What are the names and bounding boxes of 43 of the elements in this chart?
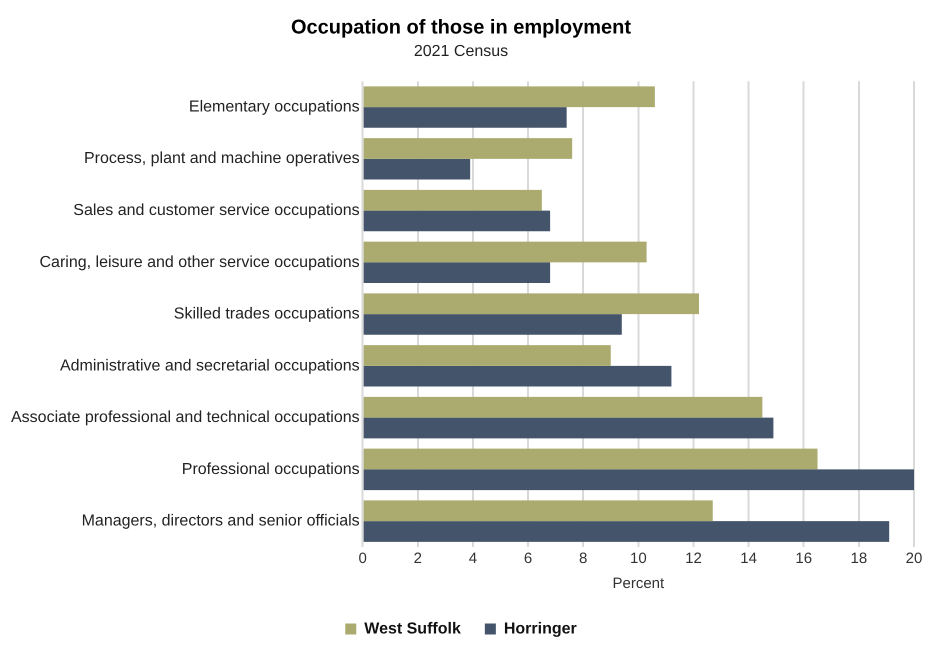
legend-label: West Suffolk xyxy=(364,620,461,638)
bar xyxy=(364,190,542,211)
bar xyxy=(364,448,818,470)
x-tick-label: 6 xyxy=(524,550,532,568)
bar xyxy=(364,469,914,490)
bar xyxy=(364,418,774,438)
x-tick-label: 20 xyxy=(906,550,922,568)
y-tick-label: Elementary occupations xyxy=(188,98,360,116)
y-tick-label: Associate professional and technical occupations xyxy=(11,409,360,426)
bar xyxy=(364,366,672,387)
bar xyxy=(364,158,470,180)
x-tick-label: 10 xyxy=(630,550,647,568)
x-tick-label: 16 xyxy=(795,550,812,568)
chart-subtitle: 2021 Census xyxy=(414,43,508,60)
bar xyxy=(364,86,655,108)
bar xyxy=(364,396,762,418)
y-tick-label: Caring, leisure and other service occupations xyxy=(39,254,360,271)
y-tick-label: Professional occupations xyxy=(182,460,360,478)
legend-label: Horringer xyxy=(504,620,577,638)
bar xyxy=(364,500,713,522)
bar xyxy=(364,521,890,542)
x-tick-label: 4 xyxy=(468,550,478,568)
y-tick-label: Sales and customer service occupations xyxy=(73,202,360,219)
x-axis-title: Percent xyxy=(612,575,666,592)
y-tick-label: Skilled trades occupations xyxy=(174,306,360,323)
x-tick-label: 12 xyxy=(685,550,702,568)
bar xyxy=(364,210,550,232)
x-tick-label: 0 xyxy=(358,550,367,568)
bar xyxy=(364,345,611,366)
x-tick-label: 14 xyxy=(740,550,757,568)
bar xyxy=(364,242,647,262)
x-tick-label: 2 xyxy=(414,550,422,568)
bar xyxy=(364,262,550,284)
bar xyxy=(364,314,622,335)
y-tick-label: Process, plant and machine operatives xyxy=(84,150,360,168)
bar xyxy=(364,293,699,314)
y-tick-label: Administrative and secretarial occupations xyxy=(60,357,360,374)
x-tick-label: 18 xyxy=(850,550,868,568)
chart-title: Occupation of those in employment xyxy=(290,16,632,39)
bar xyxy=(364,107,567,128)
x-tick-label: 8 xyxy=(579,550,588,568)
y-tick-label: Managers, directors and senior officials xyxy=(82,512,360,530)
bar xyxy=(364,138,572,159)
